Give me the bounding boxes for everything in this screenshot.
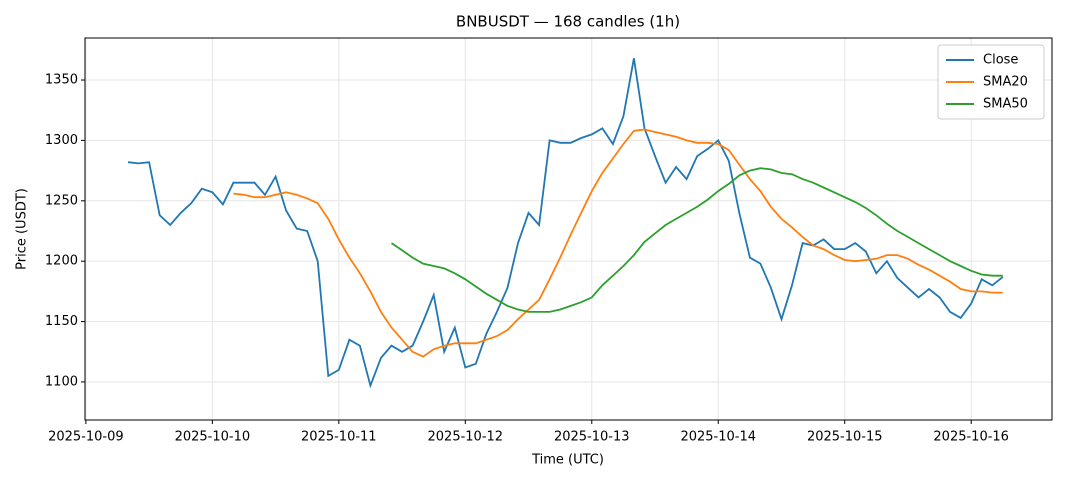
legend-box <box>937 44 1045 120</box>
y-tick-label: 1250 <box>45 193 78 208</box>
x-tick-label: 2025-10-12 <box>428 430 504 445</box>
y-tick-label: 1100 <box>45 374 78 389</box>
chart-title: BNBUSDT — 168 candles (1h) <box>456 13 680 31</box>
y-tick-label: 1200 <box>45 254 78 269</box>
x-tick-label: 2025-10-10 <box>175 430 251 445</box>
plot-frame <box>84 37 1053 421</box>
x-tick-label: 2025-10-13 <box>554 430 630 445</box>
line-sma50 <box>390 167 1003 313</box>
x-tick-label: 2025-10-09 <box>48 430 124 445</box>
line-sma20 <box>233 128 1003 358</box>
x-tick-label: 2025-10-15 <box>807 430 883 445</box>
y-tick-label: 1350 <box>45 73 78 88</box>
legend: Close SMA20 SMA50 <box>937 44 1045 120</box>
line-close <box>127 58 1004 389</box>
legend-label: SMA20 <box>983 75 1028 90</box>
x-tick-label: 2025-10-14 <box>680 430 756 445</box>
x-tick-label: 2025-10-16 <box>933 430 1009 445</box>
x-axis-label: Time (UTC) <box>531 453 604 468</box>
y-tick-label: 1150 <box>45 314 78 329</box>
y-axis-label: Price (USDT) <box>15 188 30 270</box>
legend-label: Close <box>983 53 1018 68</box>
x-tick-label: 2025-10-11 <box>301 430 377 445</box>
legend-label: SMA50 <box>983 97 1028 112</box>
y-tick-label: 1300 <box>45 133 78 148</box>
